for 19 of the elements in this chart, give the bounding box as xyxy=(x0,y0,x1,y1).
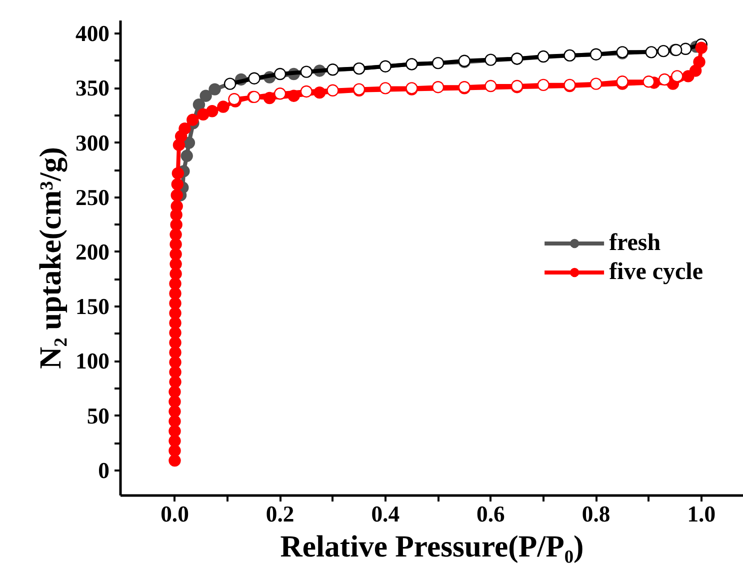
y-axis-title: N₂ uptake(cm³/g) xyxy=(34,147,68,369)
y-tick-label: 200 xyxy=(76,239,110,264)
y-tick-label: 0 xyxy=(98,458,110,483)
y-tick-label: 150 xyxy=(76,294,110,320)
y-tick-label: 100 xyxy=(76,348,110,374)
x-tick-label: 0.6 xyxy=(476,502,505,526)
x-tick-label: 0.2 xyxy=(266,502,294,526)
x-tick-label: 0.8 xyxy=(582,502,610,526)
y-tick-label: 350 xyxy=(76,76,110,101)
legend-label: five cycle xyxy=(609,258,703,286)
y-tick-label: 250 xyxy=(76,184,110,210)
x-tick-label: 0.4 xyxy=(371,502,400,526)
x-tick-label: 0.0 xyxy=(160,502,189,526)
legend-label: fresh xyxy=(609,230,661,256)
y-tick-label: 50 xyxy=(86,403,110,428)
y-tick-label: 300 xyxy=(76,130,110,156)
x-axis-title: Relative Pressure(P/P₀) xyxy=(280,530,584,564)
y-tick-label: 400 xyxy=(76,21,110,46)
x-tick-label: 1.0 xyxy=(687,502,716,526)
